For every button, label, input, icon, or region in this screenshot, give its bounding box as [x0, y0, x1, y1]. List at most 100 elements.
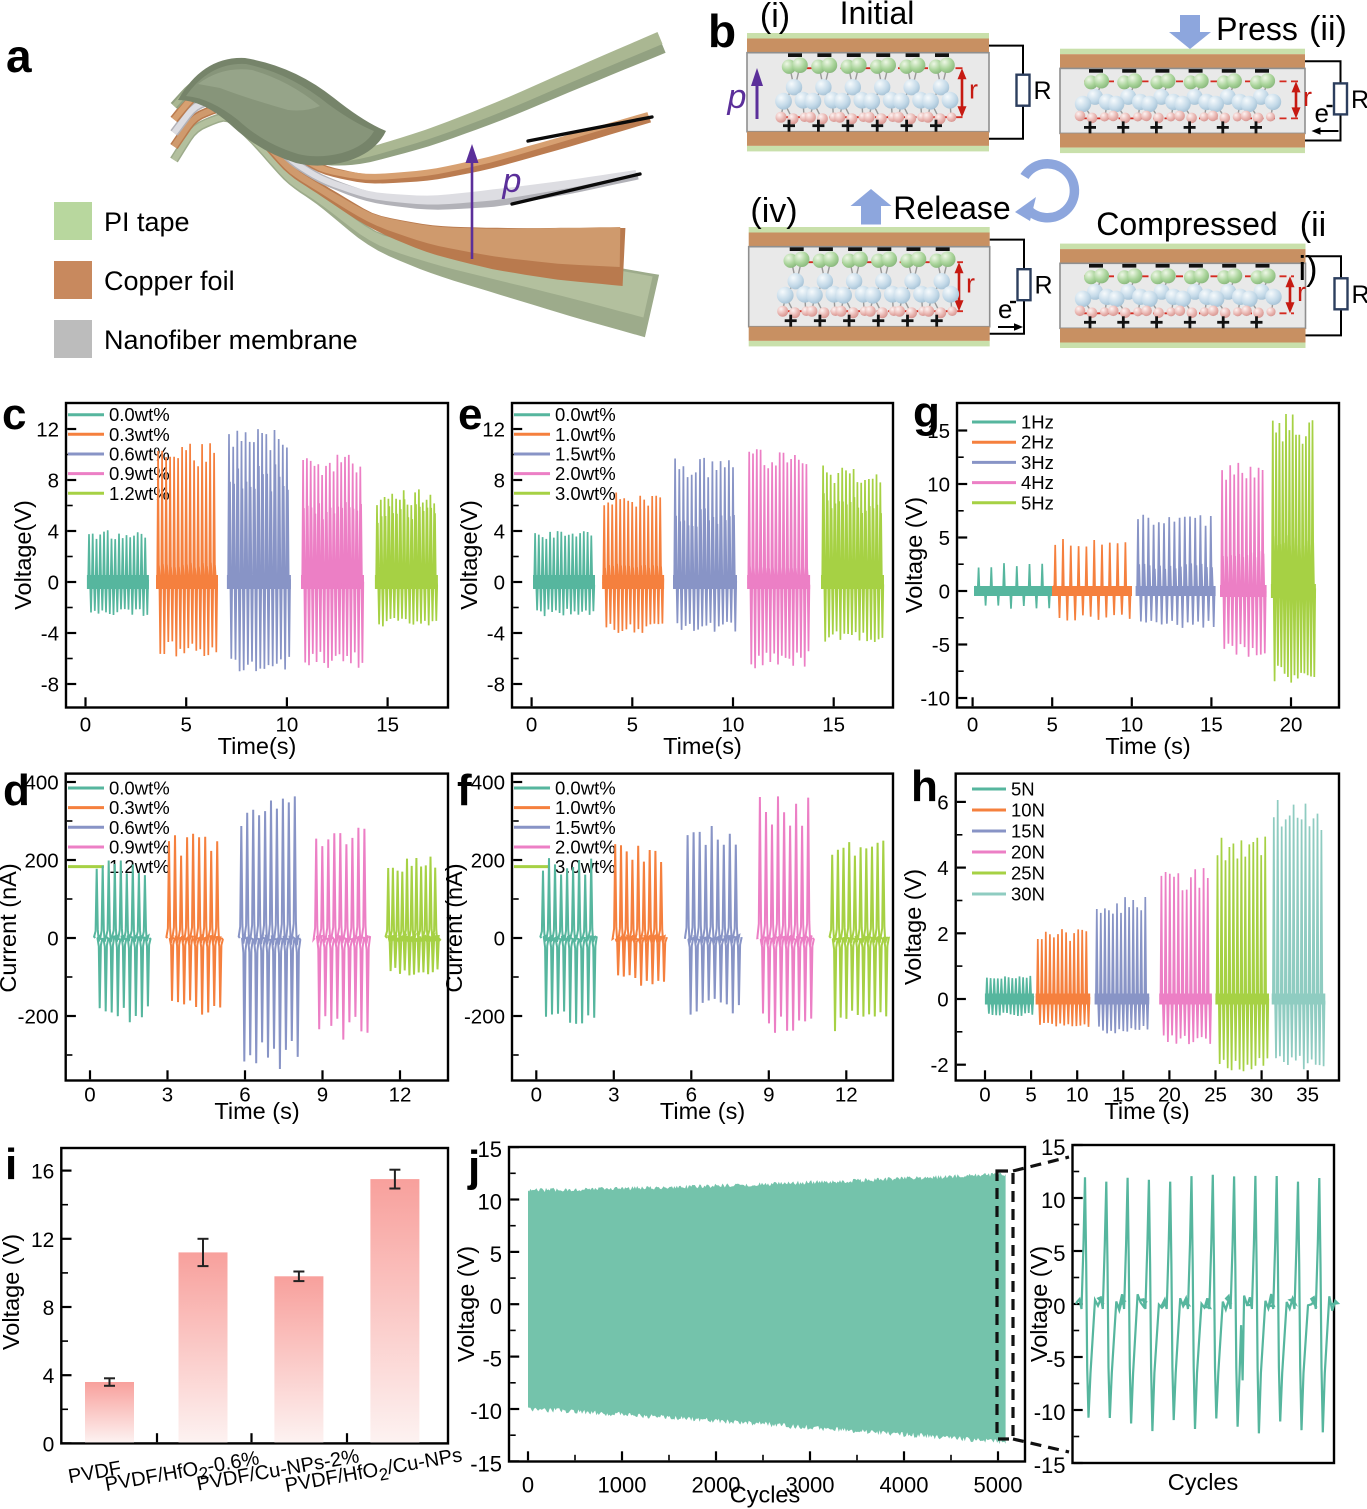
svg-text:5: 5	[1046, 714, 1057, 737]
svg-text:4000: 4000	[880, 1473, 929, 1498]
svg-text:4: 4	[48, 521, 59, 544]
svg-text:0.0wt%: 0.0wt%	[109, 778, 170, 799]
svg-text:1.5wt%: 1.5wt%	[555, 817, 616, 838]
svg-text:20N: 20N	[1011, 842, 1045, 863]
svg-text:0: 0	[80, 714, 91, 737]
svg-text:0: 0	[490, 1294, 502, 1319]
svg-text:400: 400	[471, 772, 505, 795]
svg-text:-4: -4	[41, 623, 59, 646]
svg-text:2.0wt%: 2.0wt%	[555, 837, 616, 858]
svg-text:15: 15	[478, 1137, 502, 1162]
svg-text:2.0wt%: 2.0wt%	[555, 463, 616, 484]
svg-text:3: 3	[162, 1084, 173, 1107]
svg-text:Current (nA): Current (nA)	[441, 863, 467, 992]
svg-text:g: g	[913, 388, 940, 437]
svg-text:(i): (i)	[760, 0, 790, 35]
svg-text:5Hz: 5Hz	[1021, 492, 1054, 513]
svg-text:2Hz: 2Hz	[1021, 432, 1054, 453]
svg-text:-5: -5	[482, 1347, 502, 1372]
svg-text:10N: 10N	[1011, 800, 1045, 821]
svg-text:3.0wt%: 3.0wt%	[555, 856, 616, 877]
svg-text:0.3wt%: 0.3wt%	[109, 424, 170, 445]
svg-text:8: 8	[43, 1297, 55, 1320]
svg-text:-8: -8	[41, 674, 59, 697]
svg-text:Initial: Initial	[840, 0, 915, 31]
svg-text:15: 15	[822, 714, 845, 737]
svg-text:1.5wt%: 1.5wt%	[555, 444, 616, 465]
svg-text:(ii): (ii)	[1309, 10, 1347, 48]
svg-text:c: c	[2, 390, 26, 439]
svg-text:5: 5	[1025, 1084, 1036, 1107]
svg-text:15: 15	[927, 420, 950, 443]
svg-text:0: 0	[1053, 1294, 1065, 1319]
svg-text:0: 0	[43, 1433, 55, 1456]
svg-text:i): i)	[1299, 250, 1318, 288]
svg-text:10: 10	[1120, 714, 1143, 737]
svg-text:e: e	[998, 294, 1012, 324]
svg-text:15N: 15N	[1011, 821, 1045, 842]
svg-text:Compressed: Compressed	[1096, 206, 1277, 242]
svg-text:h: h	[911, 762, 938, 811]
svg-text:6: 6	[937, 791, 948, 814]
svg-text:12: 12	[36, 419, 59, 442]
svg-text:0: 0	[494, 928, 505, 951]
svg-text:5: 5	[939, 527, 950, 550]
svg-text:9: 9	[317, 1084, 328, 1107]
svg-text:1Hz: 1Hz	[1021, 412, 1054, 433]
svg-text:8: 8	[494, 470, 505, 493]
svg-text:Voltage (V): Voltage (V)	[1026, 1246, 1052, 1362]
svg-text:Press: Press	[1216, 11, 1298, 47]
svg-text:3000: 3000	[786, 1473, 835, 1498]
svg-text:Voltage (V): Voltage (V)	[453, 1246, 479, 1362]
svg-text:Time (s): Time (s)	[214, 1098, 299, 1124]
svg-text:25: 25	[1204, 1084, 1227, 1107]
svg-text:Cycles: Cycles	[1168, 1469, 1239, 1495]
svg-text:r: r	[966, 269, 975, 299]
svg-text:Cycles: Cycles	[730, 1482, 801, 1508]
svg-text:Voltage(V): Voltage(V)	[456, 500, 482, 610]
svg-text:5: 5	[1053, 1241, 1065, 1266]
svg-text:25N: 25N	[1011, 863, 1045, 884]
svg-text:35: 35	[1296, 1084, 1319, 1107]
svg-text:0.3wt%: 0.3wt%	[109, 797, 170, 818]
svg-text:R: R	[1035, 272, 1053, 300]
svg-text:15: 15	[376, 714, 399, 737]
svg-text:4Hz: 4Hz	[1021, 472, 1054, 493]
svg-text:PI tape: PI tape	[104, 207, 190, 237]
svg-text:-10: -10	[470, 1399, 502, 1424]
svg-text:b: b	[708, 5, 736, 57]
svg-text:5000: 5000	[974, 1473, 1023, 1498]
svg-text:Time(s): Time(s)	[663, 733, 742, 759]
svg-text:a: a	[6, 30, 32, 82]
svg-text:5N: 5N	[1011, 779, 1035, 800]
svg-text:10: 10	[1041, 1188, 1065, 1213]
svg-text:200: 200	[471, 850, 505, 873]
svg-text:e: e	[458, 390, 482, 439]
svg-text:-8: -8	[487, 674, 505, 697]
svg-text:-200: -200	[18, 1006, 59, 1029]
svg-text:-2: -2	[930, 1054, 948, 1077]
svg-text:(ii: (ii	[1300, 206, 1326, 244]
svg-text:Copper foil: Copper foil	[104, 266, 235, 296]
svg-text:12: 12	[31, 1229, 54, 1252]
svg-text:20: 20	[1158, 1084, 1181, 1107]
svg-text:Time(s): Time(s)	[218, 733, 297, 759]
svg-text:1.0wt%: 1.0wt%	[555, 797, 616, 818]
svg-text:Time (s): Time (s)	[1104, 1098, 1189, 1124]
svg-text:400: 400	[24, 772, 58, 795]
svg-text:4: 4	[43, 1365, 55, 1388]
svg-text:9: 9	[763, 1084, 774, 1107]
svg-text:0: 0	[522, 1473, 534, 1498]
svg-text:6: 6	[686, 1084, 697, 1107]
svg-text:2: 2	[937, 923, 948, 946]
svg-text:0: 0	[937, 989, 948, 1012]
svg-text:Nanofiber membrane: Nanofiber membrane	[104, 325, 358, 355]
svg-text:0: 0	[47, 928, 58, 951]
svg-text:r: r	[1297, 277, 1306, 307]
svg-text:5: 5	[490, 1242, 502, 1267]
svg-text:-15: -15	[1034, 1453, 1066, 1478]
svg-text:30: 30	[1250, 1084, 1273, 1107]
svg-text:1000: 1000	[598, 1473, 647, 1498]
svg-text:(iv): (iv)	[750, 192, 797, 230]
svg-text:Voltage(V): Voltage(V)	[10, 500, 36, 610]
